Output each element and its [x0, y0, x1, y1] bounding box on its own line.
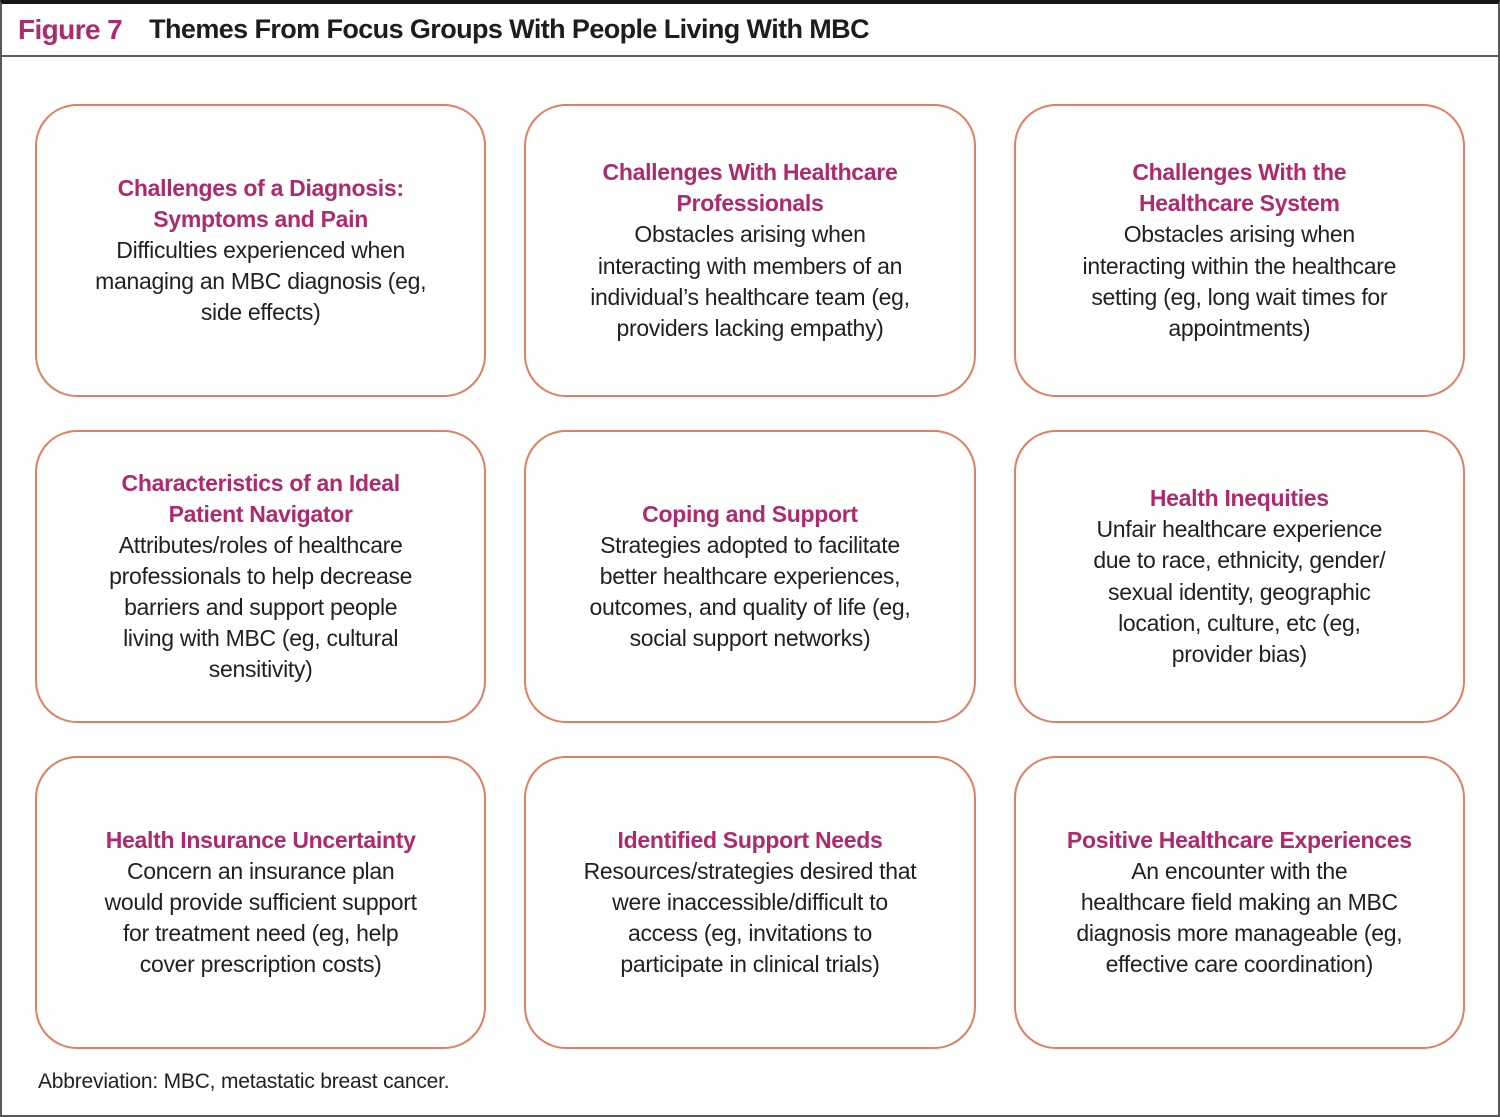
theme-box-positive-experiences: Positive Healthcare Experiences An encou…: [1013, 756, 1465, 1049]
theme-title: Challenges With Healthcare Professionals: [602, 159, 898, 217]
theme-title: Identified Support Needs: [617, 826, 883, 853]
theme-description: Unfair healthcare experience due to race…: [1093, 516, 1386, 667]
theme-box-health-inequities: Health Inequities Unfair healthcare expe…: [1013, 430, 1465, 723]
figure-header: Figure 7 Themes From Focus Groups With P…: [2, 4, 1498, 57]
theme-title: Challenges With the Healthcare System: [1132, 159, 1347, 217]
theme-box-challenges-diagnosis: Challenges of a Diagnosis: Symptoms and …: [35, 104, 487, 397]
theme-box-coping-support: Coping and Support Strategies adopted to…: [524, 430, 976, 723]
figure-title: Themes From Focus Groups With People Liv…: [149, 14, 869, 44]
theme-box-insurance-uncertainty: Health Insurance Uncertainty Concern an …: [35, 756, 487, 1049]
theme-title: Coping and Support: [642, 500, 858, 527]
theme-description: Obstacles arising when interacting with …: [590, 221, 910, 341]
figure-footer: Abbreviation: MBC, metastatic breast can…: [2, 1049, 1498, 1115]
theme-title: Health Inequities: [1149, 485, 1329, 512]
theme-box-support-needs: Identified Support Needs Resources/strat…: [524, 756, 976, 1049]
theme-title: Characteristics of an Ideal Patient Navi…: [121, 469, 401, 527]
theme-description: Attributes/roles of healthcare professio…: [109, 531, 413, 683]
theme-description: An encounter with the healthcare field m…: [1076, 857, 1403, 978]
theme-box-patient-navigator: Characteristics of an Ideal Patient Navi…: [35, 430, 487, 723]
theme-box-challenges-professionals: Challenges With Healthcare Professionals…: [524, 104, 976, 397]
themes-grid: Challenges of a Diagnosis: Symptoms and …: [2, 57, 1498, 1049]
abbreviation-note: Abbreviation: MBC, metastatic breast can…: [38, 1070, 450, 1093]
theme-description: Resources/strategies desired that were i…: [583, 857, 917, 978]
figure-label: Figure 7: [18, 13, 123, 45]
theme-title: Challenges of a Diagnosis: Symptoms and …: [117, 174, 404, 232]
theme-title: Health Insurance Uncertainty: [105, 826, 416, 853]
theme-description: Difficulties experienced when managing a…: [95, 236, 427, 326]
theme-description: Obstacles arising when interacting withi…: [1082, 221, 1397, 341]
theme-box-challenges-system: Challenges With the Healthcare System Ob…: [1013, 104, 1465, 397]
theme-description: Concern an insurance plan would provide …: [104, 857, 417, 978]
theme-title: Positive Healthcare Experiences: [1066, 826, 1412, 853]
theme-description: Strategies adopted to facilitate better …: [589, 531, 911, 652]
